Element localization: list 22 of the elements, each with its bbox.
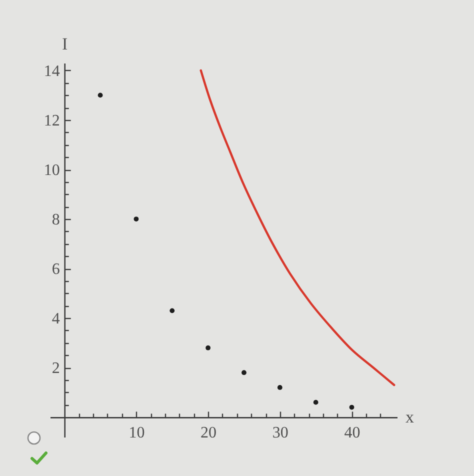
x-tick-label: 40 — [344, 424, 360, 442]
y-tick-label: 10 — [44, 162, 60, 180]
point — [134, 216, 139, 222]
line-series — [200, 69, 396, 386]
y-axis-title: I — [62, 34, 68, 54]
x-tick-label: 10 — [128, 424, 145, 442]
y-tick-label: 4 — [52, 310, 60, 328]
point — [349, 404, 354, 410]
point — [313, 400, 318, 405]
point — [170, 308, 175, 314]
y-tick-label: 14 — [44, 62, 60, 80]
point — [242, 370, 246, 376]
y-tick-label: 2 — [52, 360, 60, 378]
y-tick-label: 6 — [52, 261, 60, 278]
point — [206, 345, 211, 350]
x-tick-label: 30 — [272, 424, 288, 442]
point — [98, 92, 103, 98]
point — [277, 385, 282, 390]
y-tick-label: 12 — [44, 112, 60, 130]
x-tick-label: 20 — [200, 424, 217, 442]
x-axis-title: x — [406, 408, 414, 427]
y-tick-label: 8 — [52, 212, 60, 229]
